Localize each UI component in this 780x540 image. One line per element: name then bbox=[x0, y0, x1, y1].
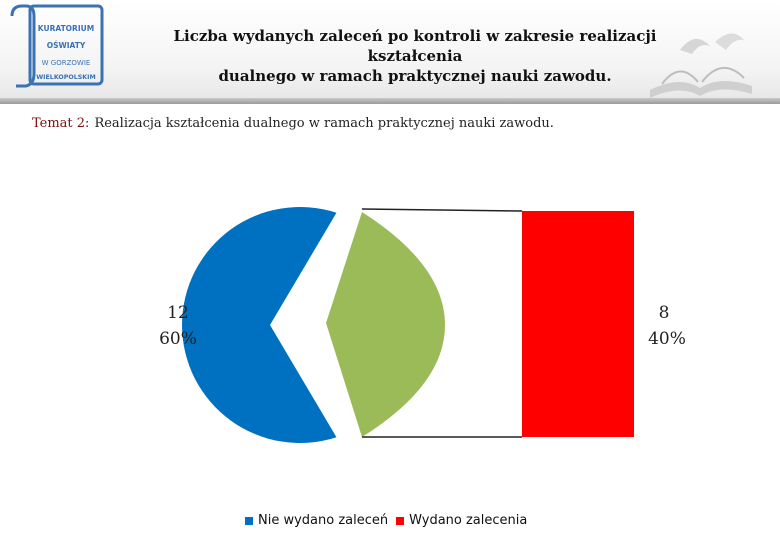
pie-slice-nie-wydano bbox=[182, 207, 337, 443]
data-label-nie-wydano-percent: 60% bbox=[159, 329, 197, 349]
legend-label-wydano: Wydano zalecenia bbox=[409, 513, 528, 528]
legend-swatch-red bbox=[396, 516, 405, 525]
logo-line-4: WIELKOPOLSKIM bbox=[36, 74, 96, 81]
logo-line-3: W GORZOWIE bbox=[42, 59, 91, 67]
chart-legend: Nie wydano zaleceń Wydano zalecenia bbox=[245, 513, 535, 528]
topic-line: Temat 2: Realizacja kształcenia dualnego … bbox=[32, 116, 554, 131]
logo-line-1: KURATORIUM bbox=[38, 24, 94, 33]
book-page-right bbox=[701, 67, 745, 83]
legend-label-nie-wydano: Nie wydano zaleceń bbox=[258, 513, 389, 528]
header-divider bbox=[0, 98, 780, 104]
pie-connector-lines bbox=[361, 208, 523, 438]
topic-label: Temat 2: bbox=[32, 116, 90, 131]
legend-swatch-blue bbox=[245, 516, 253, 525]
page-title-line-1: Liczba wydanych zaleceń po kontroli w za… bbox=[173, 27, 657, 65]
logo-swirl bbox=[10, 4, 36, 88]
page-title: Liczba wydanych zaleceń po kontroli w za… bbox=[150, 26, 680, 86]
logo-line-2: OŚWIATY bbox=[47, 41, 86, 50]
topic-text: Realizacja kształcenia dualnego w ramach… bbox=[94, 116, 554, 131]
legend-item-wydano: Wydano zalecenia bbox=[396, 513, 527, 528]
header-band bbox=[0, 0, 780, 104]
book-base bbox=[650, 80, 752, 98]
pie-slice-wydano bbox=[522, 211, 634, 437]
book-flying-page-1 bbox=[680, 38, 710, 54]
data-label-wydano-value: 8 bbox=[659, 303, 670, 323]
data-label-wydano-percent: 40% bbox=[648, 329, 686, 349]
book-flying-page-2 bbox=[715, 33, 744, 50]
pie-marks: 12 60% 8 40% bbox=[159, 207, 686, 443]
kuratorium-logo: KURATORIUM OŚWIATY W GORZOWIE WIELKOPOLS… bbox=[10, 4, 104, 88]
book-icon bbox=[650, 33, 752, 98]
logo-frame bbox=[28, 4, 104, 86]
legend-item-nie-wydano: Nie wydano zaleceń bbox=[245, 513, 388, 528]
page-title-line-2: dualnego w ramach praktycznej nauki zawo… bbox=[218, 67, 612, 85]
pie-slice-transition bbox=[326, 212, 445, 437]
data-label-nie-wydano-value: 12 bbox=[167, 303, 189, 323]
book-page-left bbox=[661, 70, 699, 85]
